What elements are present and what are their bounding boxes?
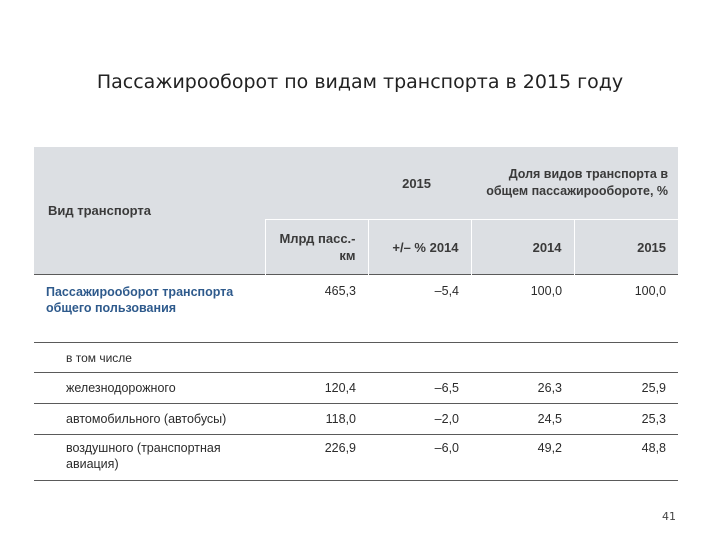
total-volume: 465,3 [265, 274, 368, 343]
row-change: –6,0 [368, 434, 472, 481]
page-number: 41 [662, 510, 676, 523]
row-label: железнодорожного [34, 372, 265, 404]
row-volume: 120,4 [265, 372, 368, 404]
row-change: –2,0 [368, 403, 472, 435]
table-row: воздушного (транспортная авиация) 226,9 … [34, 434, 679, 481]
row-share-2014: 24,5 [471, 403, 575, 435]
total-label: Пассажирооборот транспорта общего пользо… [34, 274, 265, 343]
row-volume: 118,0 [265, 403, 368, 435]
header-change: +/– % 2014 [367, 219, 472, 275]
including-label: в том числе [34, 342, 265, 373]
header-share: Доля видов транспорта в общем пассажироо… [471, 147, 679, 220]
row-share-2015: 25,9 [574, 372, 679, 404]
total-share-2015: 100,0 [574, 274, 679, 343]
total-share-2014: 100,0 [471, 274, 575, 343]
row-label: воздушного (транспортная авиация) [34, 434, 265, 481]
row-share-2014: 49,2 [471, 434, 575, 481]
table-row-including: в том числе [34, 342, 679, 373]
total-change: –5,4 [368, 274, 472, 343]
row-share-2015: 25,3 [574, 403, 679, 435]
header-volume: Млрд пасс.-км [264, 219, 368, 275]
row-share-2014: 26,3 [471, 372, 575, 404]
table-row: автомобильного (автобусы) 118,0 –2,0 24,… [34, 403, 679, 435]
slide-title: Пассажирооборот по видам транспорта в 20… [96, 71, 624, 93]
header-transport-type: Вид транспорта [34, 147, 265, 275]
table-row: железнодорожного 120,4 –6,5 26,3 25,9 [34, 372, 679, 404]
row-label: автомобильного (автобусы) [34, 403, 265, 435]
row-volume: 226,9 [265, 434, 368, 481]
transport-table: Вид транспорта 2015 Доля видов транспорт… [34, 147, 679, 481]
table-row-total: Пассажирооборот транспорта общего пользо… [34, 274, 679, 343]
header-share-2014: 2014 [470, 219, 575, 275]
header-year: 2015 [265, 147, 472, 220]
header-share-2015: 2015 [573, 219, 679, 275]
row-change: –6,5 [368, 372, 472, 404]
row-share-2015: 48,8 [574, 434, 679, 481]
